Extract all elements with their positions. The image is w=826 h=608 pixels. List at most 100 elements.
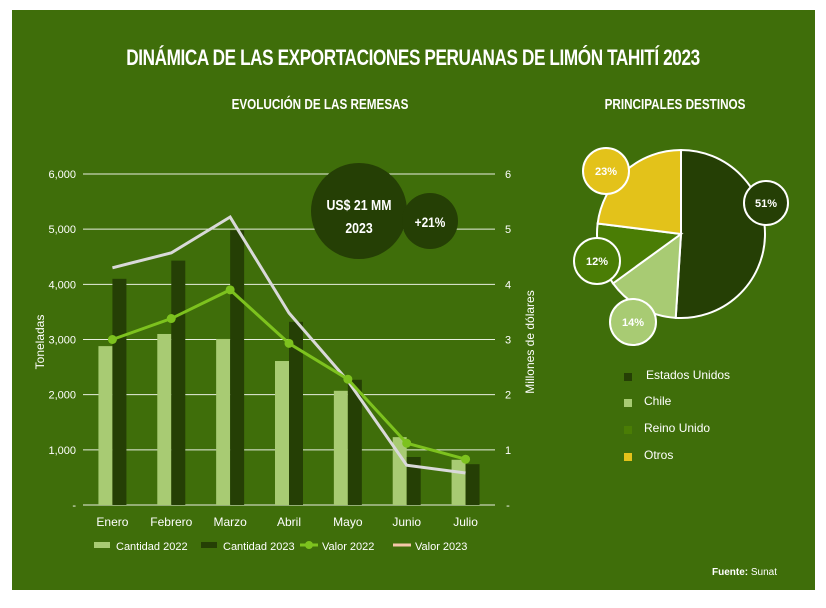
value-lines (107, 214, 471, 475)
pie-legend-item: Reino Unido (624, 421, 710, 435)
y-axis-left-label: Toneladas (33, 315, 47, 370)
pie-slice-estados-unidos (674, 148, 766, 319)
legend-item: Valor 2022 (300, 541, 374, 553)
y-tick-label: - (72, 500, 76, 512)
pie-legend-item: Otros (624, 448, 673, 462)
callout-growth: +21% (415, 214, 446, 230)
x-tick-label: Febrero (150, 515, 192, 529)
callout-year: 2023 (345, 220, 373, 236)
y2-tick-label: - (506, 500, 510, 512)
marker-valor-2022 (461, 454, 471, 464)
pie-legend-swatch (624, 373, 632, 381)
marker-valor-2022 (402, 438, 412, 448)
bar-cantidad-2022 (392, 437, 407, 505)
callout-amount: US$ 21 MM (327, 197, 392, 213)
bar-cantidad-2022 (451, 459, 466, 505)
source-value: Sunat (750, 567, 778, 578)
pie-legend-label: Chile (644, 394, 672, 408)
pie-legend-label: Estados Unidos (646, 368, 730, 382)
pie-percent-label: 14% (622, 317, 644, 329)
marker-valor-2022 (107, 335, 117, 344)
y-tick-label: 5,000 (48, 224, 76, 236)
callout: US$ 21 MM 2023 +21% (311, 163, 458, 259)
legend-item: Cantidad 2023 (201, 541, 295, 553)
pie-label-bubble: 23% (582, 147, 630, 195)
bar-chart-legend: Cantidad 2022 Cantidad 2023 Valor 2022 Valo… (94, 541, 467, 553)
bar-cantidad-2023 (230, 230, 245, 505)
y2-tick-label: 4 (505, 279, 511, 291)
marker-valor-2022 (284, 338, 294, 348)
pie-label-bubble: 12% (573, 237, 621, 285)
legend-swatch (201, 542, 217, 548)
y-axis-right-label: Millones de dólares (523, 290, 537, 393)
pie-legend-swatch (624, 453, 632, 461)
y-tick-label: 3,000 (48, 335, 76, 347)
bar-chart-title: EVOLUCIÓN DE LAS REMESAS (231, 96, 409, 113)
x-tick-label: Julio (453, 515, 478, 529)
y-tick-label: 6,000 (48, 169, 76, 181)
bar-cantidad-2023 (112, 278, 127, 505)
legend-label: Valor 2022 (322, 541, 374, 553)
y-axis-right-ticks: - 1 2 3 4 5 6 (505, 169, 511, 512)
legend-marker (305, 541, 313, 549)
pie-bubble (573, 237, 621, 285)
pie-legend-item: Estados Unidos (624, 368, 730, 382)
bar-cantidad-2023 (289, 321, 303, 505)
marker-valor-2022 (166, 314, 176, 324)
legend-item: Valor 2023 (393, 541, 467, 553)
bar-cantidad-2022 (157, 333, 172, 505)
bar-cantidad-2023 (406, 457, 421, 505)
x-tick-label: Abril (277, 515, 301, 529)
pie-percent-label: 23% (595, 166, 617, 178)
legend-label: Cantidad 2023 (223, 541, 295, 553)
pie-legend-label: Otros (644, 448, 673, 462)
legend-swatch (94, 542, 110, 548)
pie-chart-title: PRINCIPALES DESTINOS (604, 96, 746, 113)
y-tick-label: 1,000 (48, 445, 76, 457)
bar-cantidad-2022 (216, 338, 231, 505)
main-title: DINÁMICA DE LAS EXPORTACIONES PERUANAS D… (126, 45, 700, 70)
y2-tick-label: 6 (505, 169, 511, 181)
bar-cantidad-2022 (333, 390, 348, 505)
pie-legend-swatch (624, 426, 632, 434)
pie-label-bubble: 51% (743, 180, 789, 226)
pie-percent-label: 12% (586, 256, 608, 268)
line-valor-2023 (112, 214, 466, 475)
y-axis-left-ticks: - 1,000 2,000 3,000 4,000 5,000 6,000 (48, 169, 76, 512)
pie-percent-label: 51% (755, 198, 777, 210)
bar-cantidad-2023 (465, 464, 480, 505)
x-tick-label: Mayo (333, 515, 363, 529)
pie-legend-item: Chile (624, 394, 672, 408)
source-note: Fuente: Sunat (712, 567, 777, 578)
pie-legend: Estados Unidos Chile Reino Unido Otros (624, 368, 730, 462)
marker-valor-2022 (225, 285, 235, 295)
pie-bubble (609, 298, 657, 346)
x-axis-ticks: Enero Febrero Marzo Abril Mayo Junio Julio (96, 515, 478, 529)
y2-tick-label: 5 (505, 224, 511, 236)
bar-cantidad-2023 (171, 260, 186, 505)
marker-valor-2022 (343, 374, 353, 384)
x-tick-label: Enero (96, 515, 128, 529)
y-tick-label: 2,000 (48, 390, 76, 402)
callout-amount-bubble (311, 163, 407, 259)
y-tick-label: 4,000 (48, 279, 76, 291)
pie-bubble (582, 147, 630, 195)
bar-cantidad-2022 (275, 361, 289, 505)
x-tick-label: Marzo (213, 515, 247, 529)
callout-growth-bubble (402, 193, 458, 249)
destinos-pie: 51% 14% 12% 23% (573, 147, 789, 346)
pie-label-bubble: 14% (609, 298, 657, 346)
pie-legend-swatch (624, 399, 632, 407)
legend-label: Valor 2023 (415, 541, 467, 553)
y2-tick-label: 2 (505, 390, 511, 402)
source-label: Fuente: (712, 567, 749, 578)
pie-bubble (743, 180, 789, 226)
bar-cantidad-2022 (98, 346, 113, 505)
bar-cantidad-2023 (347, 379, 362, 505)
x-tick-label: Junio (392, 515, 421, 529)
legend-label: Cantidad 2022 (116, 541, 188, 553)
pie-legend-label: Reino Unido (644, 421, 710, 435)
y2-tick-label: 1 (505, 445, 511, 457)
y2-tick-label: 3 (505, 335, 511, 347)
